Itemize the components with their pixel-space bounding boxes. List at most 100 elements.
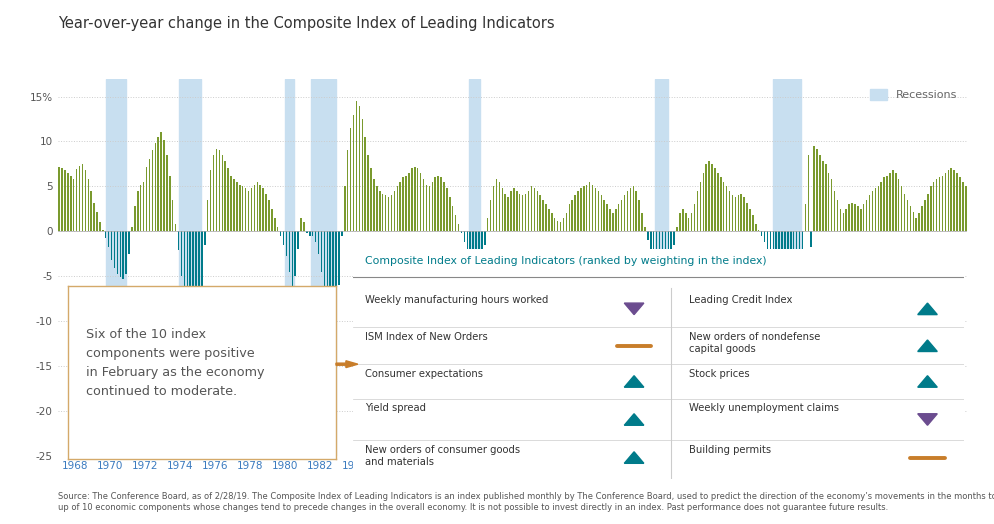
Bar [231, 176, 232, 231]
Bar [878, 187, 879, 231]
Bar [277, 227, 278, 231]
Bar [373, 179, 375, 231]
Bar [169, 176, 171, 231]
Bar [119, 231, 121, 277]
Bar [134, 206, 136, 231]
Bar [157, 137, 159, 231]
Text: Weekly unemployment claims: Weekly unemployment claims [689, 403, 839, 413]
Bar [116, 231, 118, 275]
Bar [901, 187, 903, 231]
Bar [884, 178, 885, 231]
Bar [674, 231, 675, 245]
Bar [907, 200, 909, 231]
Bar [796, 231, 797, 402]
Bar [222, 155, 224, 231]
Bar [394, 191, 395, 231]
Bar [108, 231, 109, 247]
Bar [216, 149, 218, 231]
Bar [653, 231, 654, 267]
Bar [831, 179, 832, 231]
Bar [446, 188, 447, 231]
Bar [228, 168, 229, 231]
Bar [709, 161, 710, 231]
Bar [93, 203, 94, 231]
Bar [793, 231, 794, 433]
Bar [487, 218, 488, 231]
Bar [600, 195, 602, 231]
Bar [431, 182, 433, 231]
Bar [758, 230, 759, 231]
Bar [335, 231, 337, 321]
Bar [198, 231, 200, 316]
Bar [463, 231, 465, 242]
Bar [311, 79, 336, 456]
Bar [245, 188, 247, 231]
Bar [744, 197, 745, 231]
Bar [312, 231, 313, 236]
Bar [932, 182, 934, 231]
Bar [609, 209, 610, 231]
Bar [522, 195, 523, 231]
Legend: Recessions: Recessions [866, 84, 961, 104]
Bar [59, 167, 60, 231]
Bar [956, 173, 958, 231]
Bar [633, 187, 634, 231]
Bar [635, 191, 637, 231]
Bar [875, 188, 876, 231]
Bar [822, 161, 824, 231]
Bar [87, 179, 89, 231]
Bar [720, 178, 722, 231]
Bar [715, 168, 716, 231]
Bar [376, 187, 378, 231]
Bar [84, 170, 86, 231]
Bar [240, 184, 241, 231]
Bar [90, 191, 92, 231]
Bar [572, 200, 573, 231]
Bar [510, 191, 512, 231]
Bar [353, 115, 354, 231]
Bar [627, 191, 628, 231]
Bar [697, 191, 698, 231]
Bar [516, 191, 518, 231]
Bar [819, 155, 821, 231]
Bar [460, 231, 462, 233]
Bar [941, 176, 943, 231]
Bar [921, 206, 922, 231]
Bar [935, 179, 937, 231]
Bar [102, 230, 103, 231]
Bar [428, 187, 430, 231]
Text: Leading Credit Index: Leading Credit Index [689, 295, 792, 305]
Bar [137, 191, 138, 231]
Bar [947, 170, 949, 231]
Bar [881, 182, 882, 231]
Bar [752, 215, 753, 231]
Bar [291, 231, 293, 287]
Bar [475, 231, 477, 283]
Bar [143, 182, 144, 231]
Bar [688, 218, 690, 231]
Bar [712, 164, 713, 231]
Bar [82, 164, 83, 231]
Bar [274, 218, 275, 231]
Bar [763, 231, 765, 242]
Bar [193, 231, 194, 319]
Text: ISM Index of New Orders: ISM Index of New Orders [365, 332, 488, 342]
Bar [655, 79, 668, 456]
Bar [656, 231, 657, 281]
Bar [237, 182, 238, 231]
Bar [179, 79, 201, 456]
Bar [962, 182, 963, 231]
Bar [927, 193, 928, 231]
Bar [644, 227, 646, 231]
Bar [262, 188, 264, 231]
Bar [910, 206, 911, 231]
Bar [606, 204, 608, 231]
Bar [327, 231, 328, 312]
Bar [534, 188, 535, 231]
Bar [860, 209, 862, 231]
Bar [781, 231, 783, 330]
Bar [385, 195, 387, 231]
Bar [513, 188, 515, 231]
Bar [531, 187, 532, 231]
Bar [181, 231, 182, 276]
